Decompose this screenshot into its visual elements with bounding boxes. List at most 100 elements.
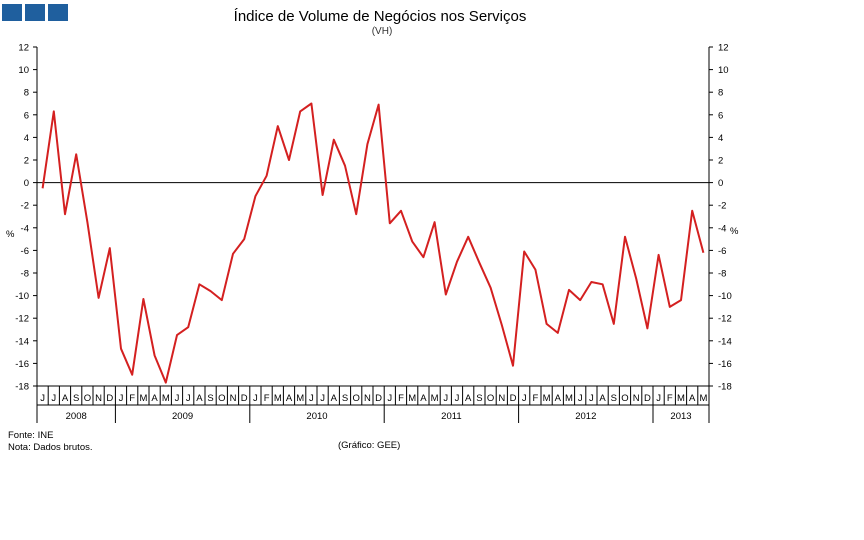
y-tick-label-right: 6: [718, 110, 723, 121]
x-month-label: J: [589, 393, 594, 404]
y-tick-label-right: 10: [718, 65, 729, 76]
x-month-label: J: [387, 393, 392, 404]
x-month-label: J: [656, 393, 661, 404]
x-month-label: A: [689, 393, 696, 404]
x-month-label: F: [264, 393, 270, 404]
y-tick-label-right: 12: [718, 43, 729, 54]
y-tick-label-right: 4: [718, 133, 723, 144]
x-month-label: M: [699, 393, 707, 404]
x-month-label: N: [633, 393, 640, 404]
x-month-label: J: [186, 393, 191, 404]
year-label: 2008: [66, 411, 87, 422]
y-tick-label-left: -12: [15, 314, 29, 325]
y-tick-label-left: 8: [24, 88, 29, 99]
x-month-label: M: [296, 393, 304, 404]
x-month-label: M: [408, 393, 416, 404]
y-tick-label-left: 4: [24, 133, 29, 144]
y-tick-label-left: -10: [15, 291, 29, 302]
y-tick-label-left: 10: [18, 65, 29, 76]
x-month-label: O: [487, 393, 494, 404]
x-month-label: A: [331, 393, 338, 404]
y-tick-label-right: 2: [718, 156, 723, 167]
logo-square: [25, 4, 45, 21]
x-month-label: F: [398, 393, 404, 404]
y-tick-label-right: 0: [718, 178, 723, 189]
x-month-label: O: [621, 393, 628, 404]
x-month-label: J: [320, 393, 325, 404]
x-month-label: O: [218, 393, 225, 404]
y-tick-label-left: 6: [24, 110, 29, 121]
x-month-label: A: [151, 393, 158, 404]
chart-title: Índice de Volume de Negócios nos Serviço…: [233, 8, 527, 25]
y-axis-label-right: %: [730, 226, 739, 237]
x-month-label: J: [443, 393, 448, 404]
x-month-label: M: [565, 393, 573, 404]
x-month-label: J: [578, 393, 583, 404]
y-tick-label-left: -2: [21, 201, 29, 212]
x-month-label: D: [375, 393, 382, 404]
x-month-label: J: [119, 393, 124, 404]
x-month-label: S: [73, 393, 79, 404]
x-month-label: O: [353, 393, 360, 404]
y-tick-label-left: -14: [15, 336, 29, 347]
x-month-label: A: [420, 393, 427, 404]
data-note: Nota: Dados brutos.: [8, 442, 93, 453]
x-month-label: S: [476, 393, 482, 404]
y-tick-label-right: -2: [718, 201, 726, 212]
y-tick-label-right: -4: [718, 223, 726, 234]
year-label: 2013: [670, 411, 691, 422]
x-month-label: N: [95, 393, 102, 404]
x-month-label: N: [230, 393, 237, 404]
year-label: 2011: [441, 411, 461, 422]
x-month-label: F: [129, 393, 135, 404]
x-month-label: J: [40, 393, 45, 404]
x-month-label: M: [274, 393, 282, 404]
y-tick-label-left: 12: [18, 43, 29, 54]
x-month-label: J: [522, 393, 527, 404]
x-month-label: J: [253, 393, 258, 404]
y-tick-label-right: -18: [718, 382, 732, 393]
year-label: 2012: [575, 411, 596, 422]
x-month-label: J: [455, 393, 460, 404]
x-month-label: S: [611, 393, 617, 404]
x-month-label: A: [62, 393, 69, 404]
y-tick-label-left: -6: [21, 246, 29, 257]
x-month-label: M: [677, 393, 685, 404]
y-tick-label-right: -6: [718, 246, 726, 257]
x-month-label: A: [555, 393, 562, 404]
x-month-label: D: [644, 393, 651, 404]
logo-square: [2, 4, 22, 21]
y-tick-label-left: -8: [21, 269, 29, 280]
y-tick-label-right: -8: [718, 269, 726, 280]
year-label: 2010: [306, 411, 327, 422]
y-tick-label-right: -16: [718, 359, 732, 370]
x-month-label: O: [84, 393, 91, 404]
y-tick-label-left: -16: [15, 359, 29, 370]
x-month-label: A: [465, 393, 472, 404]
x-month-label: N: [364, 393, 371, 404]
x-month-label: M: [139, 393, 147, 404]
y-tick-label-right: -10: [718, 291, 732, 302]
x-month-label: A: [196, 393, 203, 404]
x-month-label: M: [162, 393, 170, 404]
y-tick-label-left: -4: [21, 223, 29, 234]
y-tick-label-left: 2: [24, 156, 29, 167]
y-tick-label-right: 8: [718, 88, 723, 99]
x-month-label: D: [106, 393, 113, 404]
series-line: [41, 102, 705, 384]
chart-subtitle: (VH): [371, 26, 393, 37]
x-month-label: M: [431, 393, 439, 404]
y-tick-label-left: 0: [24, 178, 29, 189]
y-tick-label-left: -18: [15, 382, 29, 393]
x-month-label: M: [543, 393, 551, 404]
chart-credit: (Gráfico: GEE): [338, 440, 401, 451]
logo-square: [48, 4, 68, 21]
y-axis-label-left: %: [6, 229, 15, 240]
x-month-label: A: [599, 393, 606, 404]
x-month-label: J: [51, 393, 56, 404]
x-month-label: D: [241, 393, 248, 404]
x-month-label: D: [510, 393, 517, 404]
x-month-label: F: [667, 393, 673, 404]
x-month-label: S: [207, 393, 213, 404]
